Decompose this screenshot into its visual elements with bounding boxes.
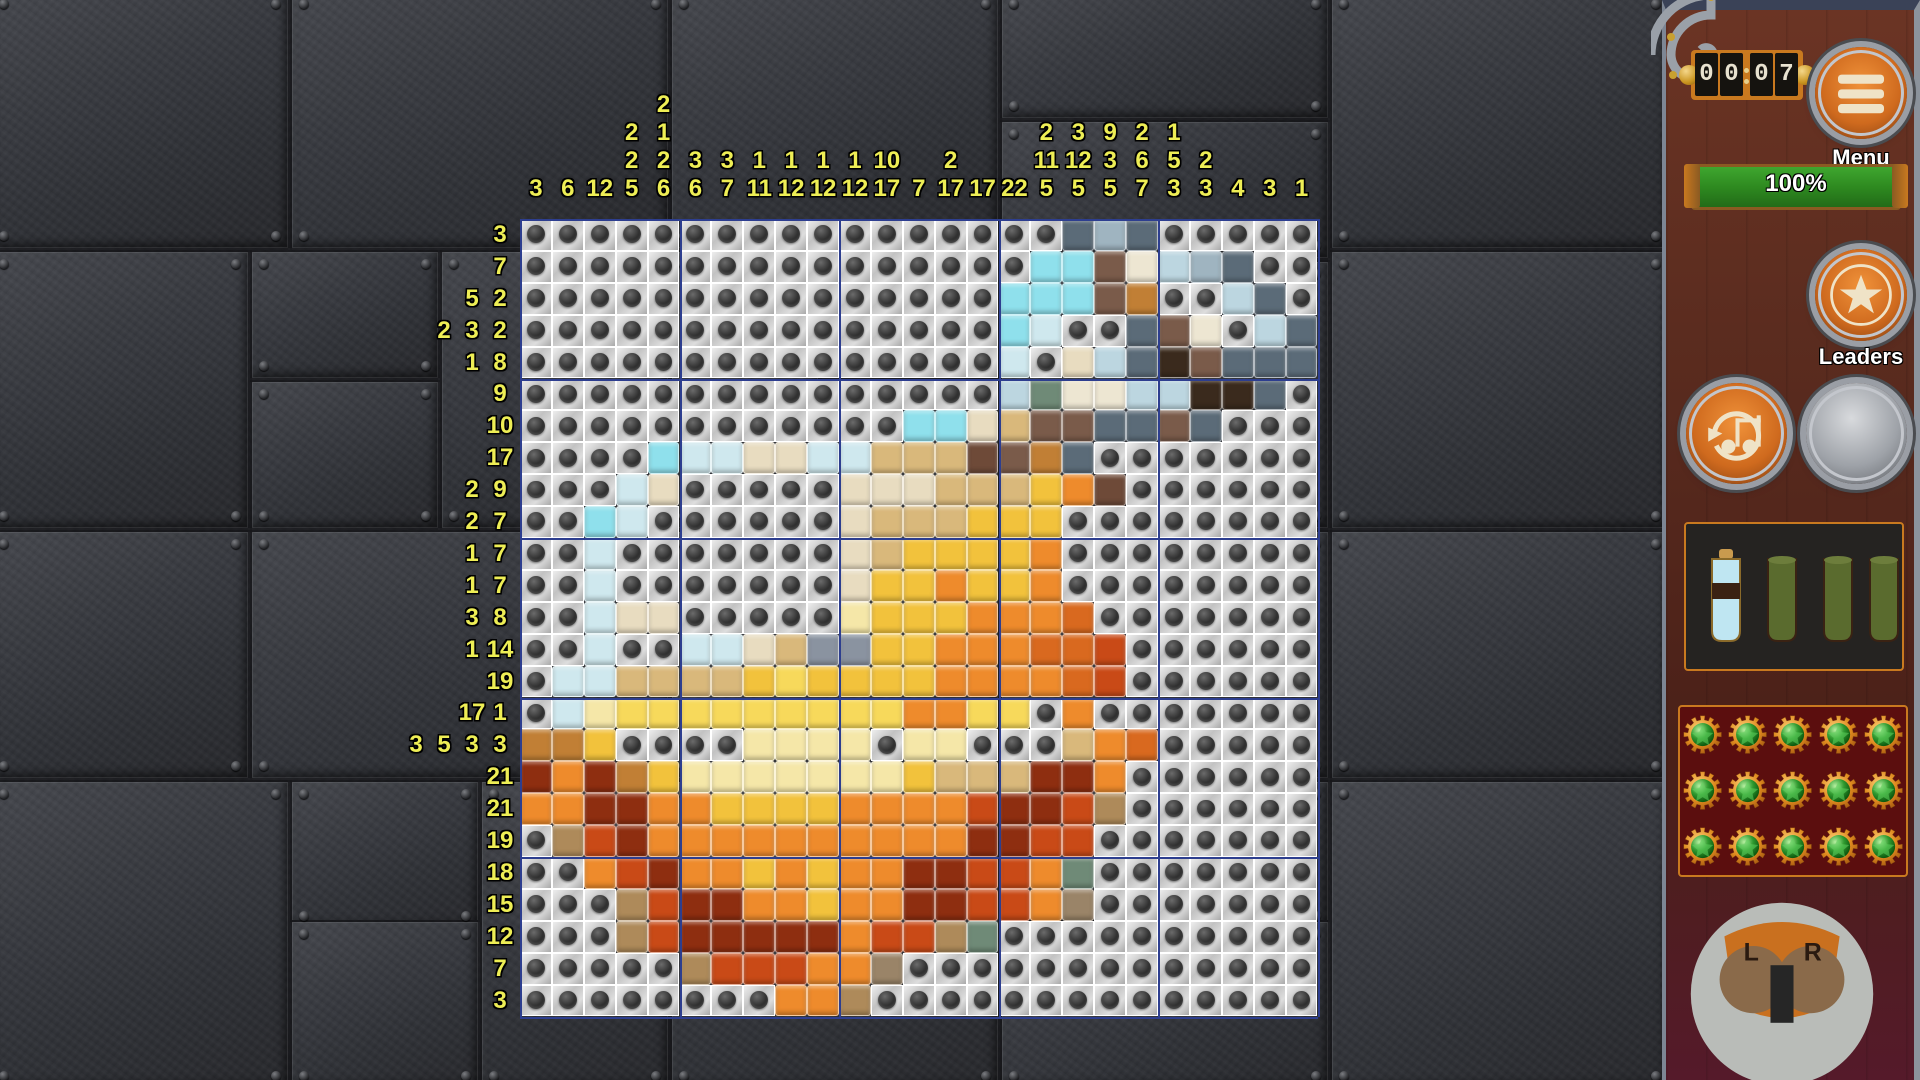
svg-text:R: R <box>1804 938 1822 966</box>
svg-text:L: L <box>1744 938 1759 966</box>
